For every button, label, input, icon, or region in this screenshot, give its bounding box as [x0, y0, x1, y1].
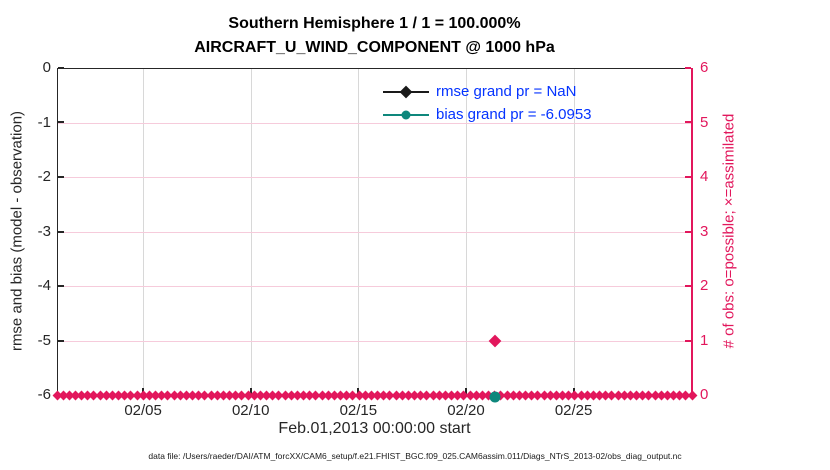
y-axis-right-label: # of obs: o=possible; ×=assimilated [720, 113, 738, 349]
y-left-tick-label: -5 [37, 331, 51, 349]
y-right-tick-label: 0 [700, 386, 709, 403]
y-left-tick-mark [58, 175, 64, 178]
y-right-tick-label: 1 [700, 331, 709, 349]
chart-title-line1: Southern Hemisphere 1 / 1 = 100.000% [228, 15, 521, 32]
legend-label-bias: bias grand pr = -6.0953 [436, 106, 592, 123]
plot-area: rmse grand pr = NaN bias grand pr = -6.0… [52, 67, 697, 403]
y-axis-left-label: rmse and bias (model - observation) [8, 110, 26, 352]
y-left-tick-mark [58, 339, 64, 342]
y-left-tick-label: 0 [42, 59, 51, 76]
bias-marker-icon [401, 110, 411, 119]
bias-point-marker [489, 391, 501, 403]
y-left-tick-label: -2 [37, 168, 51, 185]
y-right-tick-mark [685, 230, 691, 233]
y-right-tick-mark [685, 121, 691, 124]
legend-row-bias: bias grand pr = -6.0953 [383, 103, 592, 126]
axis-spine-right [691, 68, 693, 395]
y-left-tick-mark [58, 67, 64, 69]
x-tick-label: 02/15 [339, 402, 378, 419]
y-right-tick-label: 5 [700, 113, 709, 131]
chart-title-line2: AIRCRAFT_U_WIND_COMPONENT @ 1000 hPa [194, 39, 555, 56]
y-right-tick-label: 2 [700, 277, 709, 294]
gridline-horizontal [57, 231, 692, 233]
bias-legend-line [383, 110, 429, 119]
y-right-tick-label: 3 [700, 222, 709, 240]
y-right-tick-label: 4 [700, 168, 709, 185]
obs-possible-marker [488, 334, 502, 347]
x-tick-label: 02/10 [231, 402, 270, 419]
y-right-tick-mark [685, 284, 691, 287]
axis-spine-left [57, 68, 58, 395]
y-left-tick-mark [58, 121, 64, 124]
axis-spine-top [57, 68, 692, 69]
gridline-horizontal [57, 177, 692, 178]
y-left-tick-label: -6 [37, 386, 51, 403]
data-file-caption: data file: /Users/raeder/DAI/ATM_forcXX/… [148, 451, 682, 461]
x-tick-label: 02/05 [124, 402, 162, 419]
y-right-tick-mark [685, 67, 691, 69]
gridline-horizontal [57, 286, 692, 287]
x-tick-label: 02/20 [447, 402, 485, 419]
y-left-tick-mark [58, 284, 64, 287]
legend-row-rmse: rmse grand pr = NaN [383, 80, 592, 103]
y-left-tick-mark [58, 230, 64, 233]
legend-label-rmse: rmse grand pr = NaN [436, 83, 577, 100]
y-right-tick-mark [685, 175, 691, 178]
y-left-tick-label: -3 [37, 222, 51, 240]
obs-zero-marker [687, 390, 697, 401]
y-right-tick-label: 6 [700, 59, 709, 76]
gridline-horizontal [57, 340, 692, 342]
x-tick-mark [249, 388, 252, 394]
rmse-marker-icon [399, 85, 413, 98]
legend: rmse grand pr = NaN bias grand pr = -6.0… [383, 80, 592, 126]
gridline-horizontal [57, 122, 692, 124]
x-tick-mark [464, 388, 467, 394]
x-axis-label: Feb.01,2013 00:00:00 start [278, 420, 471, 437]
y-left-tick-label: -1 [37, 113, 51, 131]
x-tick-label: 02/25 [554, 402, 593, 419]
y-right-tick-mark [685, 339, 691, 342]
rmse-legend-line [383, 85, 429, 98]
y-left-tick-label: -4 [37, 277, 51, 294]
